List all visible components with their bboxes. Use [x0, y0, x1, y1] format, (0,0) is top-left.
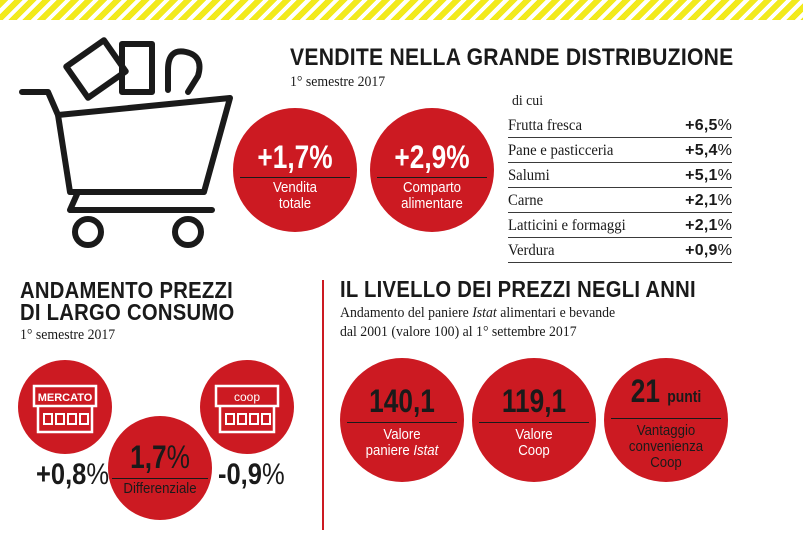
- coop-store-icon: coop: [214, 384, 280, 434]
- coop-store-circle: coop: [200, 360, 294, 454]
- sales-period: 1° semestre 2017: [290, 74, 386, 90]
- row-name: Salumi: [508, 167, 550, 184]
- row-name: Latticini e formaggi: [508, 217, 626, 234]
- advantage-label-1: Vantaggio: [636, 422, 696, 439]
- coop-advantage-circle: 21 punti Vantaggio convenienza Coop: [604, 358, 728, 482]
- decorative-stripe-band: [0, 0, 803, 20]
- divider: [240, 177, 350, 178]
- table-row: Carne +2,1%: [508, 188, 732, 213]
- row-value: +0,9%: [685, 242, 732, 259]
- table-header: di cui: [512, 93, 544, 109]
- row-name: Verdura: [508, 242, 555, 259]
- table-row: Verdura +0,9%: [508, 238, 732, 263]
- total-sales-label-2: totale: [278, 195, 312, 212]
- istat-basket-label-1: Valore: [383, 426, 421, 443]
- prices-period: 1° semestre 2017: [20, 327, 116, 343]
- market-value: +0,8%: [36, 458, 110, 491]
- advantage-label-2: convenienza: [628, 438, 704, 455]
- row-name: Pane e pasticceria: [508, 142, 614, 159]
- coop-sign-text: coop: [234, 390, 260, 404]
- total-sales-circle: +1,7% Vendita totale: [233, 108, 357, 232]
- row-name: Carne: [508, 192, 544, 209]
- differential-value: 1,7%: [130, 439, 190, 475]
- prices-title-line-1: ANDAMENTO PREZZI: [20, 277, 234, 303]
- prices-title-line-2: DI LARGO CONSUMO: [20, 299, 235, 325]
- food-sector-label-2: alimentare: [401, 195, 463, 212]
- food-sector-value: +2,9%: [394, 139, 470, 175]
- market-store-circle: MERCATO: [18, 360, 112, 454]
- divider: [377, 177, 487, 178]
- sales-title: VENDITE NELLA GRANDE DISTRIBUZIONE: [290, 44, 734, 71]
- levels-desc-line-1: Andamento del paniere Istat alimentari e…: [340, 305, 616, 321]
- coop-basket-label-1: Valore: [515, 426, 553, 443]
- coop-value: -0,9%: [218, 458, 285, 491]
- row-value: +6,5%: [685, 117, 732, 134]
- food-sector-circle: +2,9% Comparto alimentare: [370, 108, 494, 232]
- istat-basket-circle: 140,1 Valore paniere Istat: [340, 358, 464, 482]
- coop-basket-value: 119,1: [501, 383, 567, 419]
- total-sales-label-1: Vendita: [272, 179, 318, 196]
- shopping-cart-icon: [19, 37, 233, 248]
- advantage-value: 21 punti: [630, 373, 702, 409]
- istat-basket-value: 140,1: [369, 383, 435, 419]
- row-value: +2,1%: [685, 217, 732, 234]
- advantage-label-3: Coop: [650, 454, 682, 471]
- coop-basket-label-2: Coop: [518, 442, 550, 459]
- row-name: Frutta fresca: [508, 117, 582, 134]
- levels-desc-line-2: dal 2001 (valore 100) al 1° settembre 20…: [340, 324, 577, 340]
- section-divider: [322, 280, 324, 530]
- row-value: +5,1%: [685, 167, 732, 184]
- market-sign-text: MERCATO: [38, 392, 93, 404]
- divider: [611, 418, 721, 419]
- table-row: Pane e pasticceria +5,4%: [508, 138, 732, 163]
- row-value: +2,1%: [685, 192, 732, 209]
- differential-label: Differenziale: [123, 480, 197, 497]
- total-sales-value: +1,7%: [257, 139, 333, 175]
- table-row: Frutta fresca +6,5%: [508, 113, 732, 138]
- food-sector-label-1: Comparto: [403, 179, 461, 196]
- divider: [347, 422, 457, 423]
- market-store-icon: MERCATO: [32, 384, 98, 434]
- divider: [112, 478, 208, 479]
- table-row: Latticini e formaggi +2,1%: [508, 213, 732, 238]
- row-value: +5,4%: [685, 142, 732, 159]
- differential-circle: 1,7% Differenziale: [108, 416, 212, 520]
- divider: [479, 422, 589, 423]
- istat-basket-label-2: paniere Istat: [365, 442, 439, 459]
- table-row: Salumi +5,1%: [508, 163, 732, 188]
- levels-title: IL LIVELLO DEI PREZZI NEGLI ANNI: [340, 276, 696, 302]
- coop-value-circle: 119,1 Valore Coop: [472, 358, 596, 482]
